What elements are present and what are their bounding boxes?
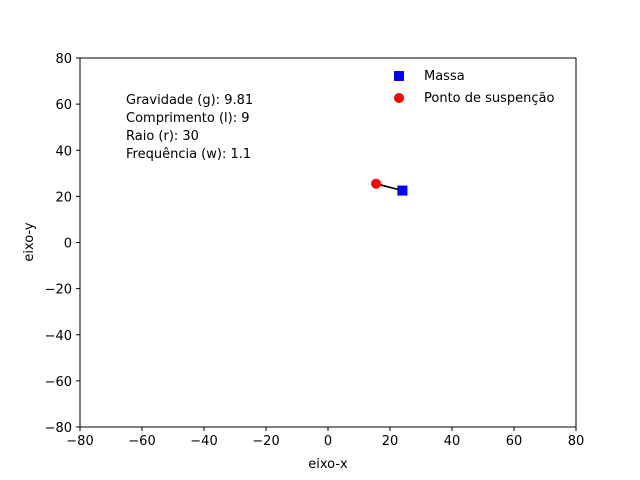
axes-frame [79, 57, 577, 428]
x-tick-label: 20 [382, 434, 399, 449]
plot-area [371, 178, 408, 196]
x-tick-label: 80 [568, 434, 585, 449]
x-tick-label: −80 [66, 434, 93, 449]
y-tick-label: 20 [55, 190, 72, 205]
x-tick-label: −40 [190, 434, 217, 449]
legend-label-massa: Massa [424, 69, 465, 84]
y-tick-label: 40 [55, 144, 72, 159]
x-tick-label: −20 [252, 434, 279, 449]
x-axis-label: eixo-x [308, 457, 348, 472]
mass-marker [397, 185, 408, 196]
suspension-point-marker [371, 178, 382, 189]
x-axis-ticks: −80 −60 −40 −20 0 20 40 60 80 [66, 427, 584, 449]
annotation-gravity: Gravidade (g): 9.81 [126, 93, 253, 108]
x-tick-label: 0 [324, 434, 332, 449]
y-tick-label: 0 [64, 237, 72, 252]
y-axis-label: eixo-y [22, 222, 37, 262]
annotation-frequency: Frequência (w): 1.1 [126, 147, 251, 162]
y-tick-label: −40 [45, 329, 72, 344]
legend-circle-icon [394, 93, 404, 103]
y-tick-label: 60 [55, 98, 72, 113]
y-tick-label: −80 [45, 421, 72, 436]
y-axis-ticks: −80 −60 −40 −20 0 20 40 60 80 [45, 52, 80, 436]
y-tick-label: −60 [45, 375, 72, 390]
x-tick-label: −60 [128, 434, 155, 449]
legend-label-ponto-de-suspencao: Ponto de suspenção [424, 91, 555, 106]
legend-square-icon [394, 71, 404, 81]
annotation-length: Comprimento (l): 9 [126, 111, 250, 126]
y-tick-label: 80 [55, 52, 72, 67]
annotation-radius: Raio (r): 30 [126, 129, 199, 144]
x-tick-label: 40 [444, 434, 461, 449]
y-tick-label: −20 [45, 283, 72, 298]
x-tick-label: 60 [506, 434, 523, 449]
legend: Massa Ponto de suspenção [394, 69, 555, 106]
parameter-annotations: Gravidade (g): 9.81 Comprimento (l): 9 R… [126, 93, 253, 162]
